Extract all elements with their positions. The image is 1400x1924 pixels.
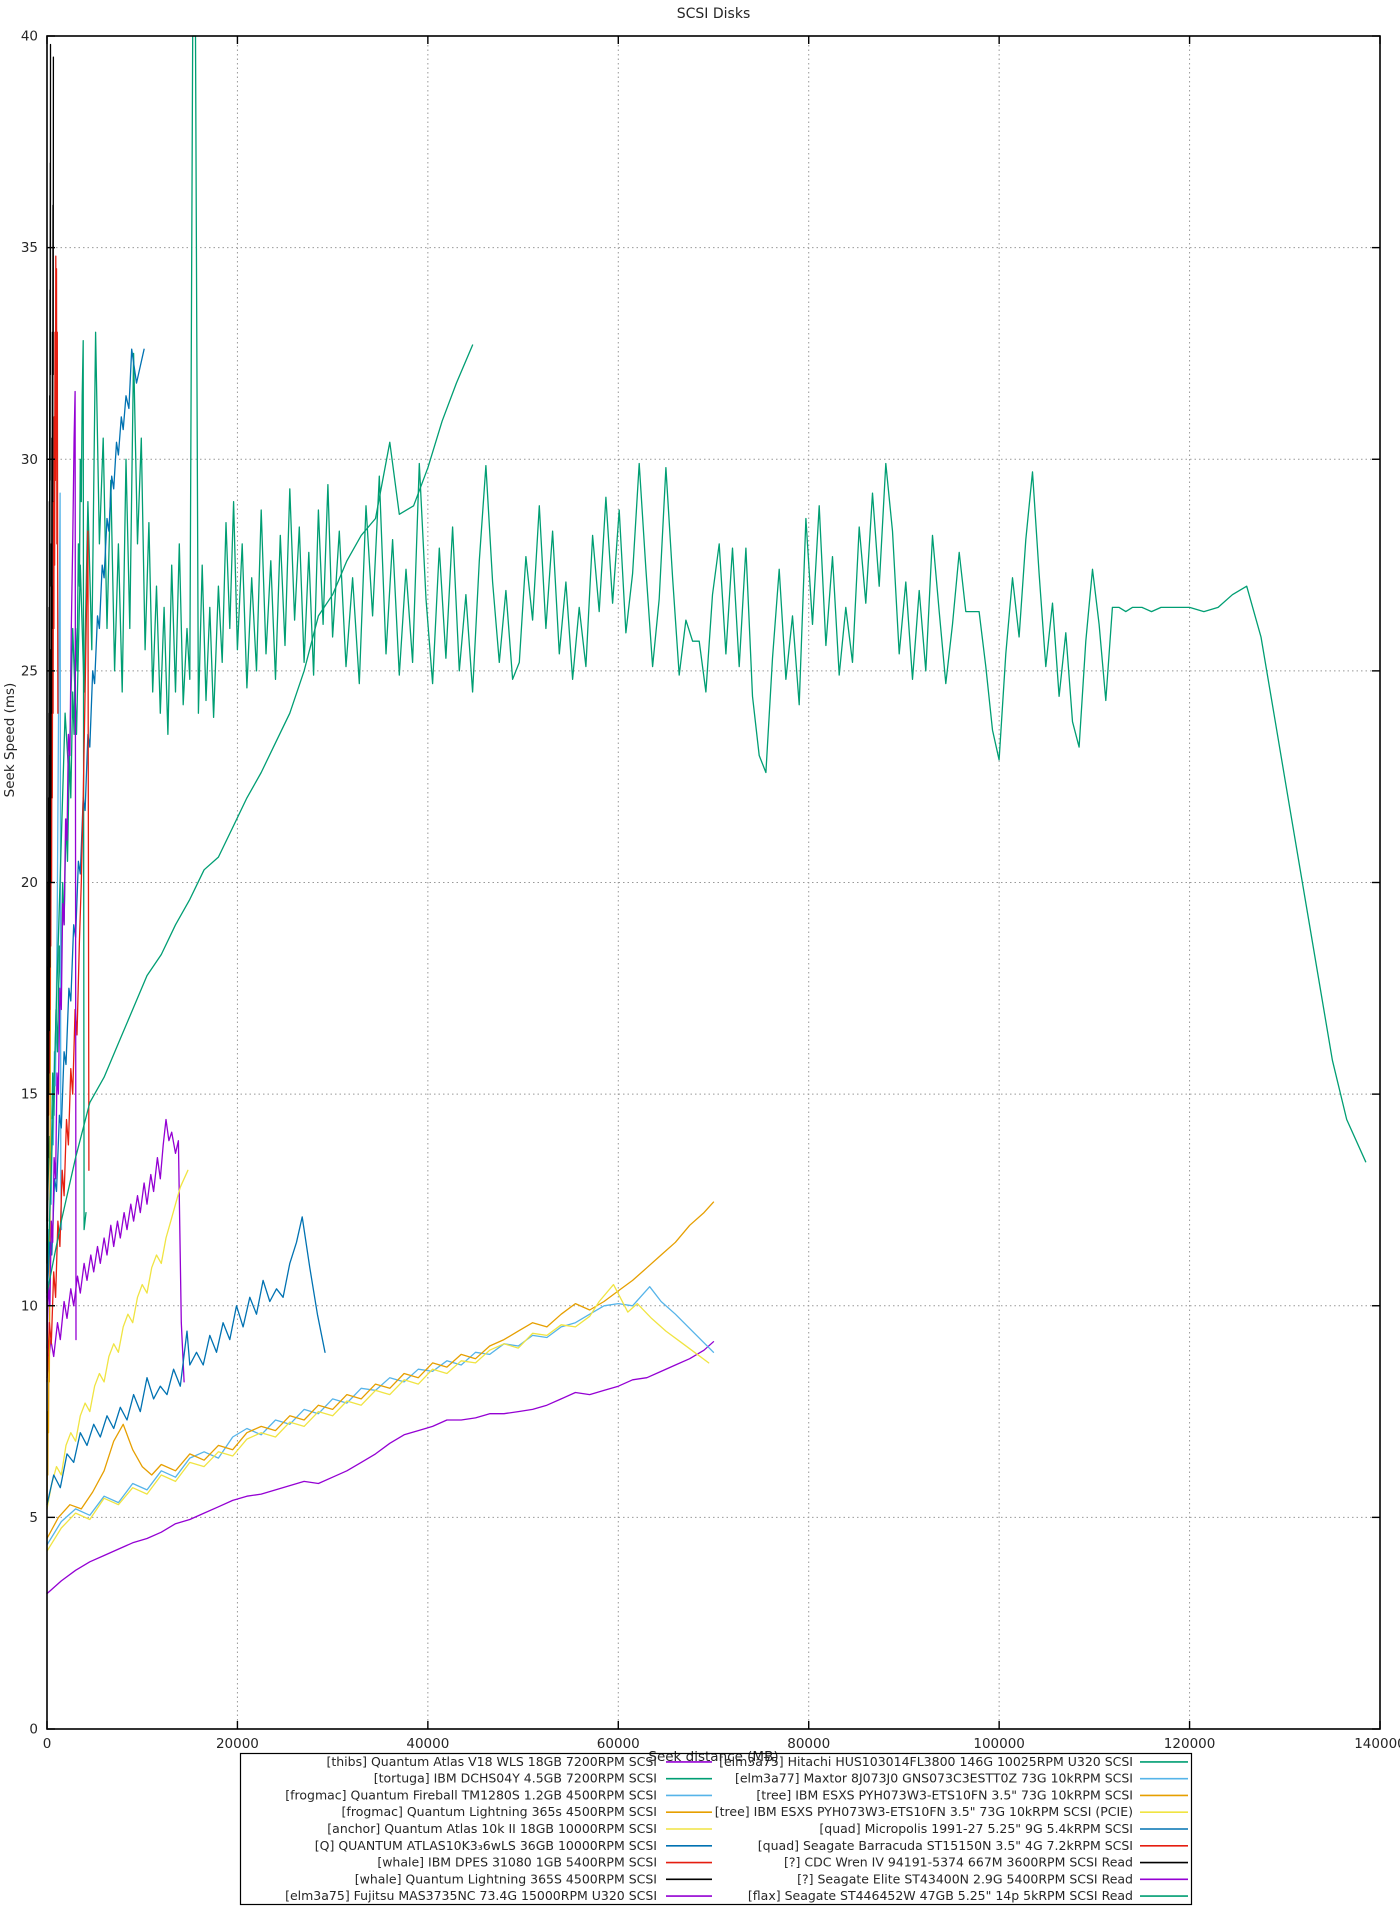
legend-label: [tortuga] IBM DCHS04Y 4.5GB 7200RPM SCSI: [374, 1771, 657, 1786]
legend-label: [quad] Seagate Barracuda ST15150N 3.5" 4…: [758, 1838, 1133, 1853]
legend-label: [frogmac] Quantum Fireball TM1280S 1.2GB…: [285, 1787, 657, 1802]
legend-label: [Q] QUANTUM ATLAS10K3₃6wLS 36GB 10000RPM…: [315, 1838, 657, 1853]
legend-entry: [tree] IBM ESXS PYH073W3-ETS10FN 3.5" 73…: [756, 1787, 1188, 1802]
legend-box: [239, 1752, 1193, 1906]
legend-label: [frogmac] Quantum Lightning 365s 4500RPM…: [342, 1804, 657, 1819]
tick-marks: [46, 35, 1381, 1730]
x-tick-label: 20000: [216, 1736, 259, 1752]
legend-entry: [quad] Seagate Barracuda ST15150N 3.5" 4…: [758, 1838, 1188, 1853]
legend-label: [tree] IBM ESXS PYH073W3-ETS10FN 3.5" 73…: [756, 1787, 1133, 1802]
legend-entry: [flax] Seagate ST446452W 47GB 5.25" 14p …: [748, 1888, 1188, 1903]
series-line-9: [46, 1341, 715, 1595]
x-tick-label: 0: [43, 1736, 52, 1752]
legend-label: [whale] Quantum Lightning 365S 4500RPM S…: [355, 1871, 657, 1886]
legend-label: [elm3a77] Maxtor 8J073J0 GNS073C3ESTT0Z …: [735, 1771, 1133, 1786]
legend-entry: [?] Seagate Elite ST43400N 2.9G 5400RPM …: [797, 1871, 1188, 1886]
legend-label: [quad] Micropolis 1991-27 5.25" 9G 5.4kR…: [819, 1821, 1133, 1836]
series-line-17: [46, 390, 77, 1349]
series-line-10: [46, 35, 1367, 1290]
series-line-5: [46, 1169, 189, 1510]
series-line-14: [46, 348, 145, 1298]
legend-label: [flax] Seagate ST446452W 47GB 5.25" 14p …: [748, 1888, 1133, 1903]
y-tick-label: 10: [21, 1298, 38, 1314]
legend-entry: [?] CDC Wren IV 94191-5374 667M 3600RPM …: [784, 1855, 1188, 1870]
series-line-6: [46, 1216, 326, 1506]
y-tick-label: 15: [21, 1087, 38, 1103]
series-line-11: [46, 1286, 715, 1546]
y-tick-label: 30: [21, 452, 38, 468]
legend-entry: [whale] IBM DPES 31080 1GB 5400RPM SCSI: [377, 1855, 712, 1870]
x-tick-label: 60000: [597, 1736, 640, 1752]
y-tick-label: 35: [21, 240, 38, 256]
legend-label: [thibs] Quantum Atlas V18 WLS 18GB 7200R…: [326, 1754, 657, 1769]
legend-entry: [elm3a75] Fujitsu MAS3735NC 73.4G 15000R…: [285, 1888, 712, 1903]
series-line-15: [46, 530, 90, 1383]
series-line-13: [46, 1283, 710, 1552]
series-lines: [46, 35, 1367, 1595]
legend-label: [elm3a75] Hitachi HUS103014FL3800 146G 1…: [719, 1754, 1133, 1769]
legend-entry: [frogmac] Quantum Lightning 365s 4500RPM…: [342, 1804, 712, 1819]
legend-entry: [frogmac] Quantum Fireball TM1280S 1.2GB…: [285, 1787, 712, 1802]
legend-entry: [anchor] Quantum Atlas 10k II 18GB 10000…: [327, 1821, 712, 1836]
y-tick-label: 40: [21, 29, 38, 45]
x-tick-label: 40000: [406, 1736, 449, 1752]
legend: [thibs] Quantum Atlas V18 WLS 18GB 7200R…: [239, 1752, 1193, 1906]
legend-entry: [elm3a77] Maxtor 8J073J0 GNS073C3ESTT0Z …: [735, 1771, 1188, 1786]
chart-title: SCSI Disks: [677, 6, 751, 22]
y-tick-label: 5: [29, 1510, 38, 1526]
legend-label: [?] Seagate Elite ST43400N 2.9G 5400RPM …: [797, 1871, 1133, 1886]
legend-label: [anchor] Quantum Atlas 10k II 18GB 10000…: [327, 1821, 657, 1836]
legend-label: [elm3a75] Fujitsu MAS3735NC 73.4G 15000R…: [285, 1888, 657, 1903]
series-line-12: [46, 1201, 715, 1540]
gridlines: [47, 36, 1380, 1729]
legend-label: [?] CDC Wren IV 94191-5374 667M 3600RPM …: [784, 1855, 1133, 1870]
legend-label: [tree] IBM ESXS PYH073W3-ETS10FN 3.5" 73…: [715, 1804, 1133, 1819]
y-tick-label: 0: [29, 1722, 38, 1738]
x-tick-label: 80000: [787, 1736, 830, 1752]
x-tick-label: 120000: [1164, 1736, 1216, 1752]
legend-entry: [Q] QUANTUM ATLAS10K3₃6wLS 36GB 10000RPM…: [315, 1838, 712, 1853]
y-tick-label: 25: [21, 663, 38, 679]
legend-entry: [whale] Quantum Lightning 365S 4500RPM S…: [355, 1871, 712, 1886]
legend-entry: [thibs] Quantum Atlas V18 WLS 18GB 7200R…: [326, 1754, 712, 1769]
legend-entry: [quad] Micropolis 1991-27 5.25" 9G 5.4kR…: [819, 1821, 1188, 1836]
legend-entry: [tree] IBM ESXS PYH073W3-ETS10FN 3.5" 73…: [715, 1804, 1188, 1819]
y-axis-label: Seek Speed (ms): [2, 683, 18, 798]
legend-label: [whale] IBM DPES 31080 1GB 5400RPM SCSI: [377, 1855, 657, 1870]
x-tick-label: 100000: [973, 1736, 1025, 1752]
legend-entry: [tortuga] IBM DCHS04Y 4.5GB 7200RPM SCSI: [374, 1771, 712, 1786]
legend-entry: [elm3a75] Hitachi HUS103014FL3800 146G 1…: [719, 1754, 1188, 1769]
y-tick-label: 20: [21, 875, 38, 891]
series-line-1: [46, 1118, 185, 1383]
series-line-16: [46, 56, 55, 1265]
series-line-18: [46, 344, 474, 1294]
